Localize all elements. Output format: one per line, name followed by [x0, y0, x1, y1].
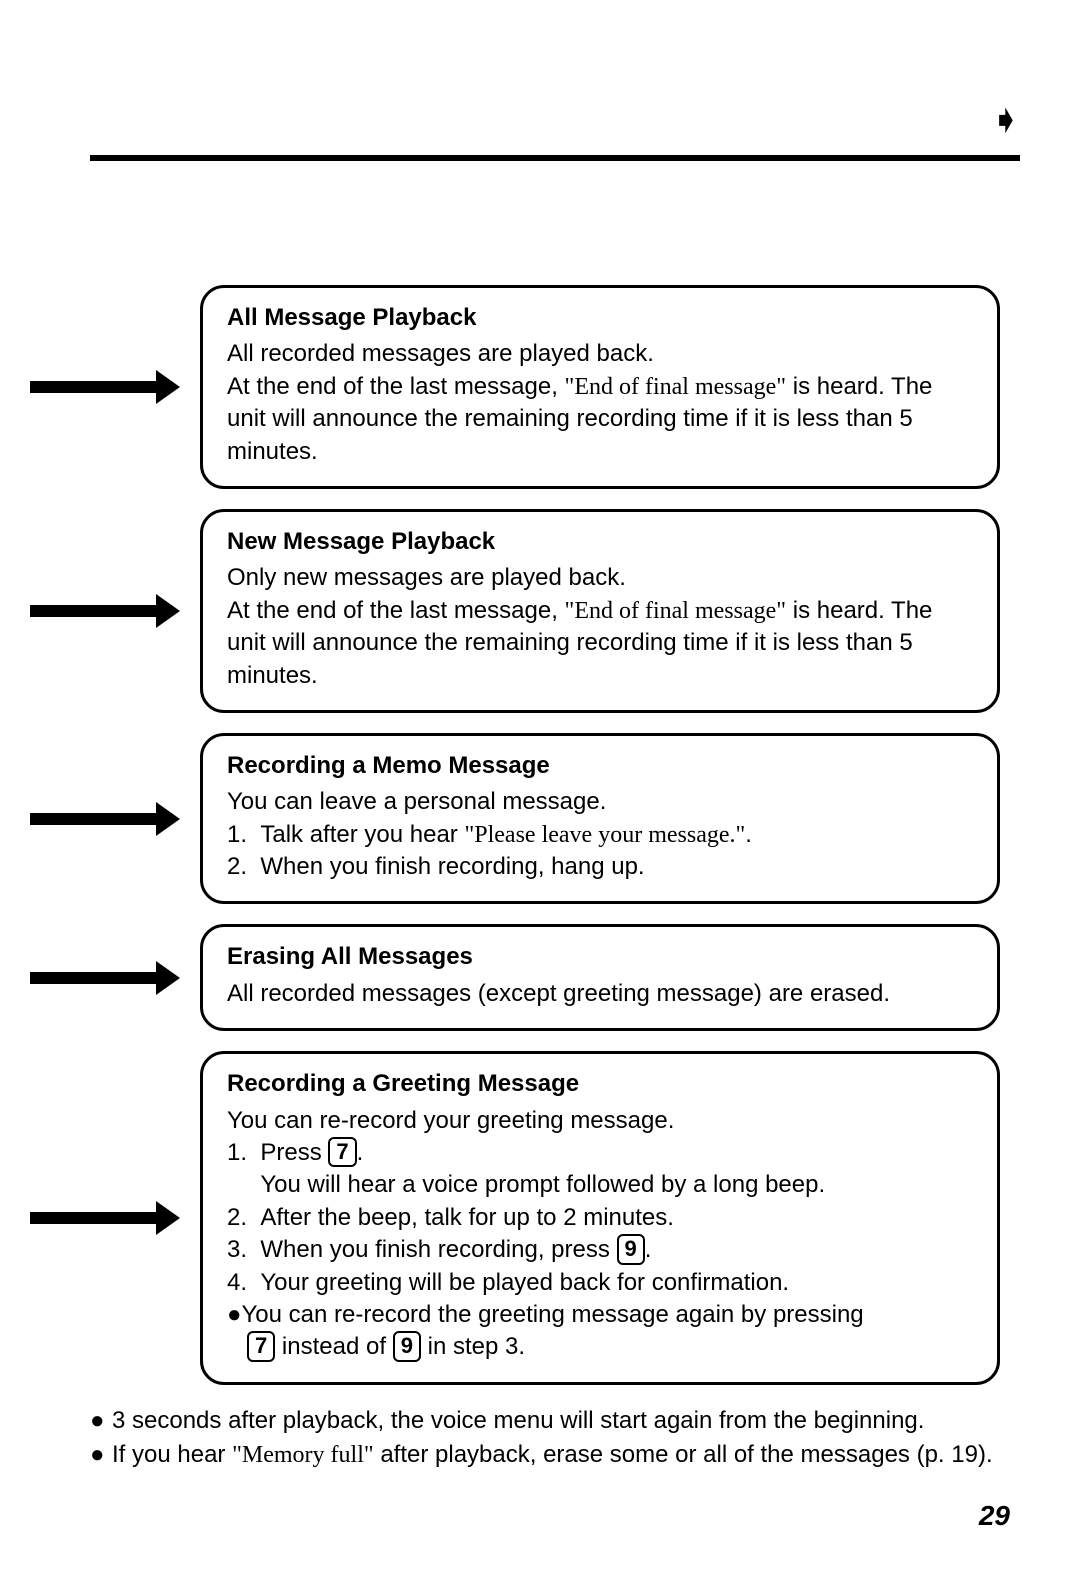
instruction-box: Recording a Memo Message You can leave a …: [200, 733, 1000, 905]
arrow-cell: [30, 601, 200, 621]
arrow-cell: [30, 1208, 200, 1228]
content: All Message Playback All recorded message…: [30, 285, 1000, 1472]
manual-page: ➧ All Message Playback All recorded messa…: [0, 0, 1080, 1572]
footer-note: ●If you hear "Memory full" after playbac…: [90, 1439, 1000, 1471]
arrow-icon: [30, 601, 180, 621]
top-rule: [90, 155, 1020, 161]
box-title: Erasing All Messages: [227, 941, 973, 973]
box-title: All Message Playback: [227, 302, 973, 334]
page-number: 29: [979, 1500, 1010, 1532]
box-body: Only new messages are played back.At the…: [227, 562, 973, 692]
bullet-icon: ●: [90, 1405, 112, 1437]
instruction-row: Recording a Greeting Message You can re-r…: [30, 1051, 1000, 1385]
instruction-row: Erasing All Messages All recorded message…: [30, 924, 1000, 1031]
instruction-row: Recording a Memo Message You can leave a …: [30, 733, 1000, 905]
footer-note-text: If you hear "Memory full" after playback…: [112, 1439, 993, 1471]
footer-note-text: 3 seconds after playback, the voice menu…: [112, 1405, 924, 1437]
arrow-icon: [30, 377, 180, 397]
instruction-row: New Message Playback Only new messages ar…: [30, 509, 1000, 713]
box-body: All recorded messages are played back.At…: [227, 338, 973, 468]
page-pointer-icon: ➧: [992, 100, 1021, 140]
arrow-icon: [30, 1208, 180, 1228]
instruction-box: Erasing All Messages All recorded message…: [200, 924, 1000, 1031]
arrow-cell: [30, 377, 200, 397]
instruction-box: Recording a Greeting Message You can re-r…: [200, 1051, 1000, 1385]
footer-note: ●3 seconds after playback, the voice men…: [90, 1405, 1000, 1437]
arrow-cell: [30, 809, 200, 829]
box-body: You can re-record your greeting message.…: [227, 1105, 973, 1364]
box-body: All recorded messages (except greeting m…: [227, 978, 973, 1010]
box-title: New Message Playback: [227, 526, 973, 558]
arrow-cell: [30, 968, 200, 988]
instruction-box: All Message Playback All recorded message…: [200, 285, 1000, 489]
bullet-icon: ●: [90, 1439, 112, 1471]
box-body: You can leave a personal message.1. Talk…: [227, 786, 973, 883]
instruction-box: New Message Playback Only new messages ar…: [200, 509, 1000, 713]
arrow-icon: [30, 809, 180, 829]
instruction-row: All Message Playback All recorded message…: [30, 285, 1000, 489]
box-title: Recording a Memo Message: [227, 750, 973, 782]
arrow-icon: [30, 968, 180, 988]
box-title: Recording a Greeting Message: [227, 1068, 973, 1100]
footer-notes: ●3 seconds after playback, the voice men…: [90, 1405, 1000, 1472]
